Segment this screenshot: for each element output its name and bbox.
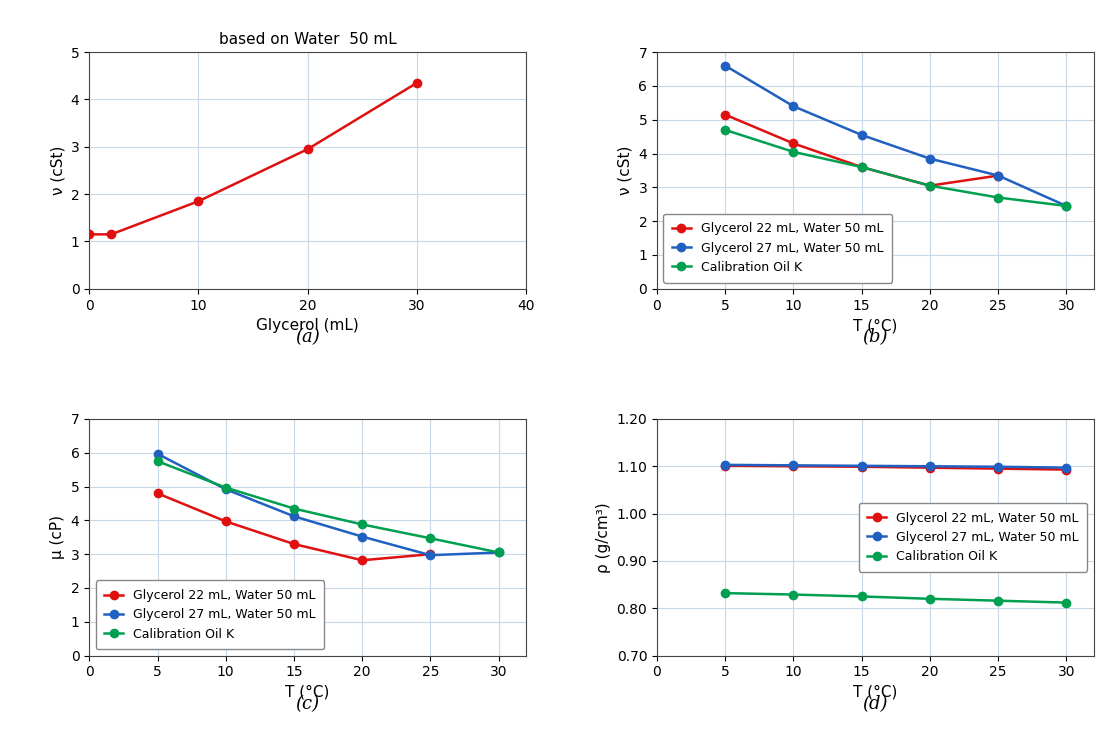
Calibration Oil K: [923, 181, 936, 190]
Glycerol 27 mL, Water 50 mL: [1060, 201, 1074, 210]
Glycerol 27 mL, Water 50 mL: [424, 551, 437, 559]
Line: Glycerol 22 mL, Water 50 mL: Glycerol 22 mL, Water 50 mL: [153, 489, 434, 565]
Y-axis label: ν (cSt): ν (cSt): [50, 146, 65, 195]
Glycerol 27 mL, Water 50 mL: [719, 460, 732, 469]
Glycerol 27 mL, Water 50 mL: [855, 130, 868, 139]
Glycerol 22 mL, Water 50 mL: [287, 539, 300, 548]
Glycerol 27 mL, Water 50 mL: [287, 512, 300, 521]
Glycerol 22 mL, Water 50 mL: [219, 517, 232, 526]
Line: Glycerol 27 mL, Water 50 mL: Glycerol 27 mL, Water 50 mL: [721, 62, 1070, 210]
Glycerol 27 mL, Water 50 mL: [787, 102, 800, 111]
Calibration Oil K: [855, 162, 868, 171]
Glycerol 27 mL, Water 50 mL: [492, 548, 506, 557]
Calibration Oil K: [991, 596, 1004, 605]
Glycerol 22 mL, Water 50 mL: [719, 461, 732, 470]
Glycerol 27 mL, Water 50 mL: [356, 532, 369, 541]
Y-axis label: ρ (g/cm³): ρ (g/cm³): [596, 502, 610, 573]
Calibration Oil K: [1060, 598, 1074, 607]
Line: Glycerol 27 mL, Water 50 mL: Glycerol 27 mL, Water 50 mL: [153, 449, 503, 559]
Calibration Oil K: [492, 548, 506, 557]
Line: Calibration Oil K: Calibration Oil K: [721, 126, 1070, 210]
Calibration Oil K: [424, 534, 437, 543]
Y-axis label: ν (cSt): ν (cSt): [618, 146, 633, 195]
Glycerol 22 mL, Water 50 mL: [923, 463, 936, 472]
Glycerol 27 mL, Water 50 mL: [1060, 463, 1074, 472]
Title: based on Water  50 mL: based on Water 50 mL: [219, 32, 396, 47]
Text: (d): (d): [863, 695, 888, 713]
Legend: Glycerol 22 mL, Water 50 mL, Glycerol 27 mL, Water 50 mL, Calibration Oil K: Glycerol 22 mL, Water 50 mL, Glycerol 27…: [96, 580, 325, 650]
Glycerol 22 mL, Water 50 mL: [991, 464, 1004, 473]
Line: Glycerol 27 mL, Water 50 mL: Glycerol 27 mL, Water 50 mL: [721, 460, 1070, 472]
X-axis label: T (°C): T (°C): [853, 685, 897, 700]
Line: Glycerol 22 mL, Water 50 mL: Glycerol 22 mL, Water 50 mL: [721, 110, 1002, 190]
Calibration Oil K: [356, 520, 369, 529]
Glycerol 22 mL, Water 50 mL: [1060, 465, 1074, 474]
Calibration Oil K: [719, 125, 732, 134]
Calibration Oil K: [787, 590, 800, 599]
X-axis label: Glycerol (mL): Glycerol (mL): [257, 318, 359, 333]
Legend: Glycerol 22 mL, Water 50 mL, Glycerol 27 mL, Water 50 mL, Calibration Oil K: Glycerol 22 mL, Water 50 mL, Glycerol 27…: [663, 214, 892, 282]
Y-axis label: μ (cP): μ (cP): [50, 516, 65, 559]
Calibration Oil K: [719, 589, 732, 597]
X-axis label: T (°C): T (°C): [853, 318, 897, 333]
Glycerol 22 mL, Water 50 mL: [787, 462, 800, 471]
Glycerol 22 mL, Water 50 mL: [855, 162, 868, 171]
Calibration Oil K: [855, 592, 868, 601]
Calibration Oil K: [991, 193, 1004, 202]
Text: (a): (a): [296, 329, 320, 346]
Legend: Glycerol 22 mL, Water 50 mL, Glycerol 27 mL, Water 50 mL, Calibration Oil K: Glycerol 22 mL, Water 50 mL, Glycerol 27…: [858, 503, 1087, 571]
Glycerol 27 mL, Water 50 mL: [923, 154, 936, 163]
Glycerol 22 mL, Water 50 mL: [356, 556, 369, 565]
Line: Calibration Oil K: Calibration Oil K: [153, 457, 503, 557]
Glycerol 22 mL, Water 50 mL: [151, 489, 164, 498]
Text: (b): (b): [863, 329, 888, 346]
Calibration Oil K: [787, 148, 800, 156]
Glycerol 22 mL, Water 50 mL: [424, 550, 437, 559]
Glycerol 27 mL, Water 50 mL: [923, 462, 936, 471]
Calibration Oil K: [219, 483, 232, 492]
Glycerol 27 mL, Water 50 mL: [991, 171, 1004, 180]
Calibration Oil K: [151, 457, 164, 466]
Glycerol 27 mL, Water 50 mL: [151, 449, 164, 458]
X-axis label: T (°C): T (°C): [286, 685, 330, 700]
Calibration Oil K: [287, 504, 300, 513]
Glycerol 22 mL, Water 50 mL: [923, 181, 936, 190]
Glycerol 27 mL, Water 50 mL: [787, 461, 800, 470]
Line: Calibration Oil K: Calibration Oil K: [721, 589, 1070, 606]
Glycerol 27 mL, Water 50 mL: [855, 461, 868, 470]
Calibration Oil K: [1060, 201, 1074, 210]
Glycerol 27 mL, Water 50 mL: [219, 485, 232, 494]
Glycerol 27 mL, Water 50 mL: [719, 61, 732, 70]
Line: Glycerol 22 mL, Water 50 mL: Glycerol 22 mL, Water 50 mL: [721, 462, 1070, 474]
Glycerol 22 mL, Water 50 mL: [719, 110, 732, 119]
Calibration Oil K: [923, 595, 936, 603]
Glycerol 27 mL, Water 50 mL: [991, 463, 1004, 472]
Glycerol 22 mL, Water 50 mL: [855, 463, 868, 472]
Glycerol 22 mL, Water 50 mL: [787, 139, 800, 148]
Text: (c): (c): [296, 695, 319, 713]
Glycerol 22 mL, Water 50 mL: [991, 171, 1004, 180]
